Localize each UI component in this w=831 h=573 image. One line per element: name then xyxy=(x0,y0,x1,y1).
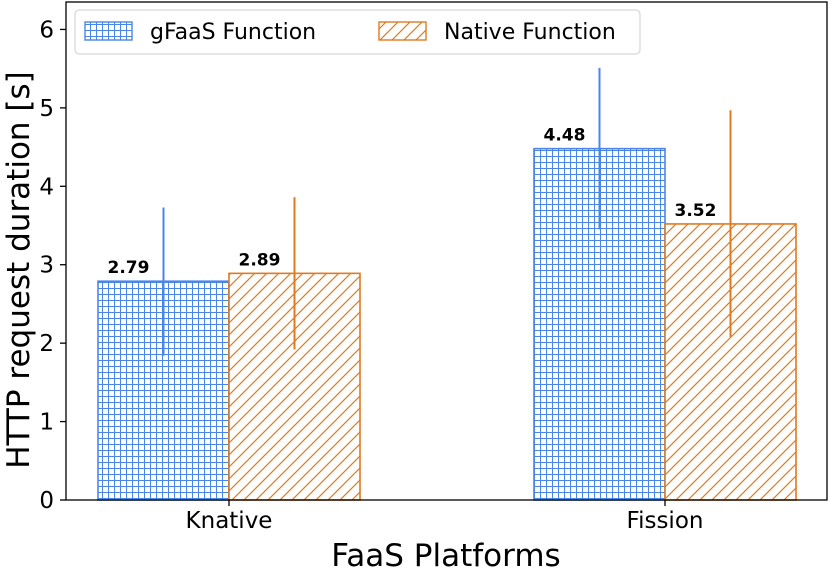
y-tick-label: 4 xyxy=(39,174,54,200)
legend-box xyxy=(74,9,641,55)
legend-swatch xyxy=(378,21,427,41)
value-label: 2.89 xyxy=(239,250,281,270)
y-tick-label: 5 xyxy=(39,96,54,122)
value-label: 2.79 xyxy=(108,258,150,278)
y-axis-title: HTTP request duration [s] xyxy=(1,71,37,469)
y-tick-label: 3 xyxy=(39,253,54,279)
y-tick-label: 1 xyxy=(39,410,54,436)
y-tick-label: 6 xyxy=(39,17,54,43)
value-label: 3.52 xyxy=(675,201,717,221)
x-tick-label: Knative xyxy=(186,508,273,534)
legend-swatch xyxy=(84,21,133,41)
legend-label: Native Function xyxy=(444,20,616,45)
x-axis-title: FaaS Platforms xyxy=(331,538,560,573)
legend-label: gFaaS Function xyxy=(150,20,316,45)
value-label: 4.48 xyxy=(544,126,586,146)
plot-area: 2.79 4.48 2.89 3.52 xyxy=(97,67,797,501)
legend: gFaaS Function Native Function xyxy=(74,9,641,55)
x-tick-label: Fission xyxy=(627,508,704,534)
y-tick-label: 2 xyxy=(39,331,54,357)
plot-frame xyxy=(65,1,828,501)
y-tick-label: 0 xyxy=(39,488,54,514)
axes: 0 1 2 3 4 5 6 Knative Fission xyxy=(39,1,828,534)
